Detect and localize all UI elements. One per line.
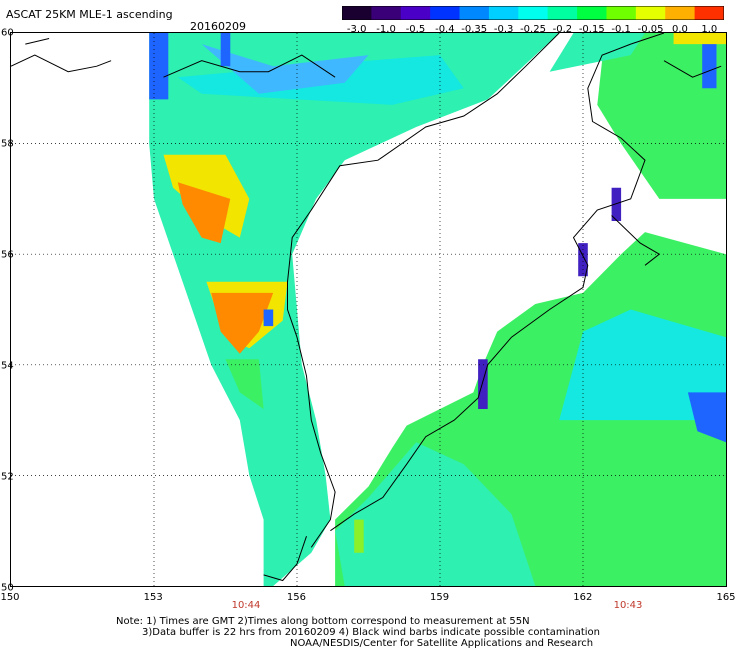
scatterometer-map xyxy=(11,33,726,586)
colorbar-tick-label: -0.4 xyxy=(435,24,455,35)
colorbar xyxy=(341,5,725,21)
ocean-pacific-blue xyxy=(687,392,726,443)
ocean-blue-dot xyxy=(263,309,274,327)
ocean-north-blue xyxy=(201,44,369,94)
colorbar-tick-label: -0.2 xyxy=(552,24,573,35)
lat-label: 50 xyxy=(1,582,14,594)
colorbar-swatch xyxy=(665,6,696,20)
colorbar-swatch xyxy=(694,6,725,20)
lat-label: 60 xyxy=(1,27,14,39)
lat-label: 56 xyxy=(1,249,14,261)
ocean-okhotsk xyxy=(149,33,560,586)
product-date: 20160209 xyxy=(190,20,246,33)
ocean-bering xyxy=(597,33,726,199)
colorbar-tick-label: -0.1 xyxy=(611,24,631,35)
ocean-bering-aqua xyxy=(549,33,645,72)
ocean-west-edge-blue xyxy=(149,33,169,100)
lon-label: 153 xyxy=(143,592,163,603)
colorbar-tick-label: -0.5 xyxy=(405,24,426,35)
colorbar-swatch xyxy=(577,6,608,20)
colorbar-tick-label: -0.25 xyxy=(520,24,546,35)
colorbar-swatch xyxy=(400,6,431,20)
colorbar-tick-label: 1.0 xyxy=(701,24,718,35)
ocean-deep-blue-1 xyxy=(478,359,488,409)
coast-kronotsky xyxy=(611,215,661,266)
coastline xyxy=(11,33,722,582)
coast-karaginsky xyxy=(663,60,722,78)
colorbar-tick-label: -0.3 xyxy=(493,24,514,35)
colorbar-tick-label: 0.0 xyxy=(671,24,688,35)
colorbar-swatch xyxy=(342,6,372,20)
ocean-orange-1 xyxy=(177,182,231,244)
colorbar-swatch xyxy=(430,6,461,20)
lon-label: 150 xyxy=(0,592,20,603)
coast-north-west xyxy=(11,54,112,73)
lat-label: 58 xyxy=(1,138,14,150)
lon-label: 156 xyxy=(286,592,306,603)
colorbar-tick-label: -0.15 xyxy=(578,24,605,35)
note-line-2: 3)Data buffer is 22 hrs from 20160209 4)… xyxy=(142,627,600,638)
ocean-top-strip-blue xyxy=(220,33,231,67)
colorbar-swatch xyxy=(606,6,637,20)
ocean-green-sw xyxy=(225,359,264,409)
ocean-lime xyxy=(354,519,364,553)
colorbar-swatch xyxy=(488,6,519,20)
note-line-3: NOAA/NESDIS/Center for Satellite Applica… xyxy=(290,638,594,649)
lat-label: 52 xyxy=(1,471,14,483)
time-label: 10:44 xyxy=(231,600,261,611)
coast-island-1 xyxy=(25,38,50,45)
coast-kamchatka-west xyxy=(287,33,560,548)
lon-label: 165 xyxy=(716,592,736,603)
colorbar-swatch xyxy=(518,6,549,20)
colorbar-swatch xyxy=(371,6,402,20)
product-title: ASCAT 25KM MLE-1 ascending xyxy=(6,8,173,21)
lon-label: 162 xyxy=(573,592,593,603)
lon-label: 159 xyxy=(430,592,450,603)
colorbar-swatches xyxy=(341,5,725,21)
time-label: 10:43 xyxy=(613,600,643,611)
ocean-bering-yellow xyxy=(673,33,726,45)
coast-north-okhotsk xyxy=(163,54,336,78)
ocean-pacific-cyan xyxy=(559,309,726,421)
note-line-1: Note: 1) Times are GMT 2)Times along bot… xyxy=(116,616,530,627)
map-panel xyxy=(10,32,727,587)
ocean-deep-blue-2 xyxy=(611,187,622,221)
ocean-pacific-aqua xyxy=(335,442,536,586)
colorbar-swatch xyxy=(547,6,578,20)
wind-field xyxy=(149,33,726,586)
ocean-orange-2 xyxy=(211,292,274,354)
colorbar-tick-label: -0.35 xyxy=(461,24,488,35)
colorbar-tick-label: -0.05 xyxy=(637,24,664,35)
colorbar-tick-label: -1.0 xyxy=(376,24,396,35)
graticule xyxy=(11,33,726,586)
lat-label: 54 xyxy=(1,360,14,372)
ocean-bering-blue xyxy=(702,33,717,89)
coast-kamchatka-east xyxy=(330,33,665,532)
colorbar-swatch xyxy=(459,6,490,20)
coast-kuril xyxy=(263,536,307,582)
colorbar-swatch xyxy=(635,6,666,20)
colorbar-tick-label: -3.0 xyxy=(346,24,367,35)
